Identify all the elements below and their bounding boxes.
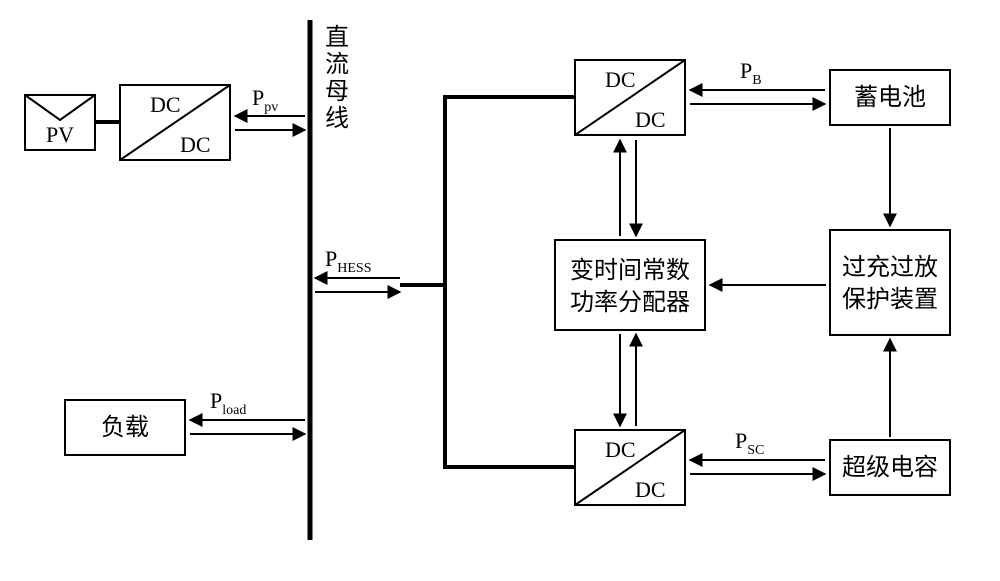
allocator-block: 变时间常数 功率分配器	[555, 240, 705, 330]
dcdc-pv-bottom: DC	[180, 132, 211, 157]
dcdc-sc-top: DC	[605, 437, 636, 462]
battery-block: 蓄电池	[830, 70, 950, 125]
label-phess: PHESS	[325, 246, 371, 276]
bus-label-4: 线	[325, 105, 349, 132]
bus-label-2: 流	[325, 51, 349, 78]
supercap-block: 超级电容	[830, 440, 950, 495]
dcdc-bat-bottom: DC	[635, 107, 666, 132]
dcdc-pv-top: DC	[150, 92, 181, 117]
bus-label-1: 直	[325, 24, 349, 51]
protect-line2: 保护装置	[842, 286, 938, 313]
bus-label-3: 母	[325, 79, 349, 105]
allocator-line2: 功率分配器	[570, 289, 690, 316]
dcdc-supercap: DC DC	[575, 430, 685, 505]
pv-block: PV	[25, 95, 95, 150]
supercap-label: 超级电容	[842, 454, 938, 481]
load-block: 负载	[65, 400, 185, 455]
dcdc-pv: DC DC	[120, 85, 230, 160]
load-label: 负载	[101, 414, 149, 441]
battery-label: 蓄电池	[854, 84, 926, 111]
dcdc-bat-top: DC	[605, 67, 636, 92]
pv-label: PV	[46, 122, 74, 147]
label-pb: PB	[740, 58, 762, 88]
dcdc-sc-bottom: DC	[635, 477, 666, 502]
protect-block: 过充过放 保护装置	[830, 230, 950, 335]
dcdc-battery: DC DC	[575, 60, 685, 135]
label-pload: Pload	[210, 388, 246, 418]
label-psc: PSC	[735, 428, 764, 458]
label-ppv: Ppv	[252, 85, 278, 115]
allocator-line1: 变时间常数	[570, 257, 690, 284]
protect-line1: 过充过放	[842, 254, 938, 281]
